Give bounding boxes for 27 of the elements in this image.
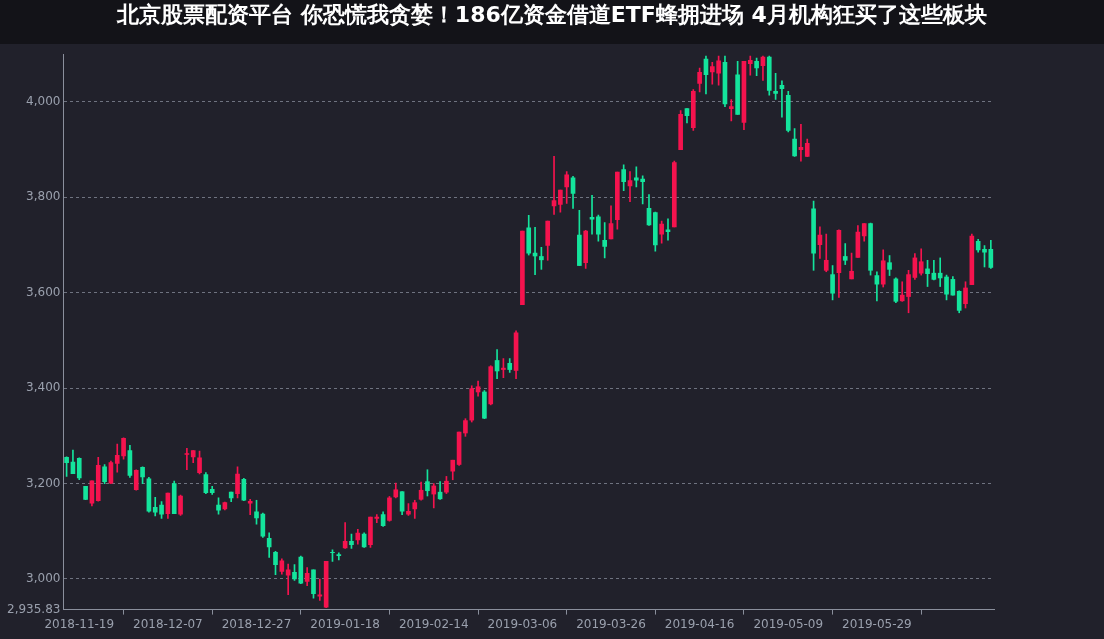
candlestick [589, 195, 595, 235]
y-tick-label: 4,000 [26, 94, 61, 109]
candlestick [317, 578, 323, 601]
candlestick [728, 99, 734, 122]
candlestick [184, 447, 190, 471]
x-tick-label: 2018-12-07 [133, 616, 203, 631]
candlestick [336, 552, 342, 561]
x-tick-label: 2018-11-19 [44, 616, 115, 631]
x-tick-label: 2019-04-16 [664, 616, 735, 631]
y-tick-label: 3,600 [26, 284, 61, 299]
x-tick-label: 2019-05-29 [842, 616, 912, 631]
candlestick [747, 55, 753, 76]
y-tick-label: 3,000 [26, 571, 61, 586]
x-tick-label: 2018-12-27 [221, 616, 292, 631]
x-tick-label: 2019-02-14 [398, 616, 469, 631]
x-tick-label: 2019-05-09 [753, 616, 824, 631]
y-tick-label: 3,800 [26, 189, 61, 204]
x-tick-label: 2019-01-18 [310, 616, 381, 631]
y-tick-label: 2,935.83 [7, 601, 61, 616]
candlestick [665, 218, 671, 241]
x-tick-label: 2019-03-26 [576, 616, 646, 631]
y-tick-label: 3,400 [26, 380, 61, 395]
chart-title: 北京股票配资平台 你恐慌我贪婪！186亿资金借道ETF蜂拥进场 4月机构狂买了这些板块 [0, 0, 1104, 44]
x-tick-label: 2019-03-06 [487, 616, 558, 631]
y-tick-label: 3,200 [26, 475, 61, 490]
candlestick [842, 243, 848, 265]
candlestick [602, 222, 608, 259]
